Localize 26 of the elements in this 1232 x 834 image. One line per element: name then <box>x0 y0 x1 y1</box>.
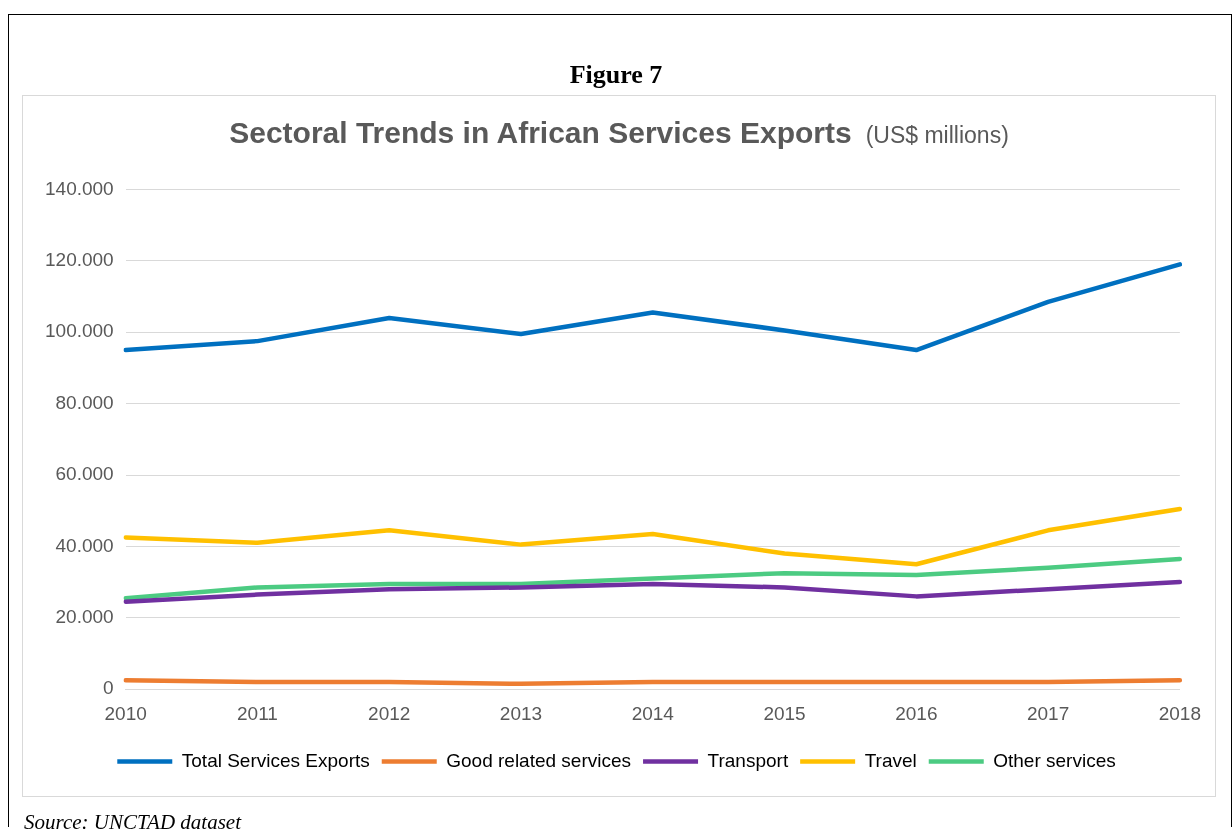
legend-label: Good related services <box>446 749 632 771</box>
x-tick-label: 2016 <box>895 702 938 724</box>
legend-label: Transport <box>707 749 789 771</box>
x-tick-label: 2010 <box>104 702 147 724</box>
chart-subtitle: (US$ millions) <box>865 122 1009 148</box>
y-tick-label: 140.000 <box>44 177 114 199</box>
y-tick-label: 20.000 <box>55 606 114 628</box>
y-tick-label: 0 <box>103 677 114 699</box>
x-tick-label: 2014 <box>631 702 675 724</box>
x-tick-label: 2011 <box>237 702 278 724</box>
source-note: Source: UNCTAD dataset <box>24 810 241 834</box>
chart-title: Sectoral Trends in African Services Exports <box>229 116 852 149</box>
x-tick-label: 2015 <box>763 702 806 724</box>
x-tick-label: 2018 <box>1158 702 1202 724</box>
y-tick-label: 60.000 <box>55 463 114 485</box>
y-tick-label: 120.000 <box>44 249 114 271</box>
legend-label: Total Services Exports <box>181 749 370 771</box>
y-tick-label: 40.000 <box>55 534 114 556</box>
x-tick-label: 2013 <box>499 702 543 724</box>
legend-label: Travel <box>864 749 917 771</box>
y-tick-label: 80.000 <box>55 391 114 413</box>
legend-label: Other services <box>993 749 1116 771</box>
caption: Figure 7 <box>568 60 664 90</box>
x-tick-label: 2012 <box>368 702 411 724</box>
x-tick-label: 2017 <box>1026 702 1070 724</box>
y-tick-label: 100.000 <box>44 320 114 342</box>
